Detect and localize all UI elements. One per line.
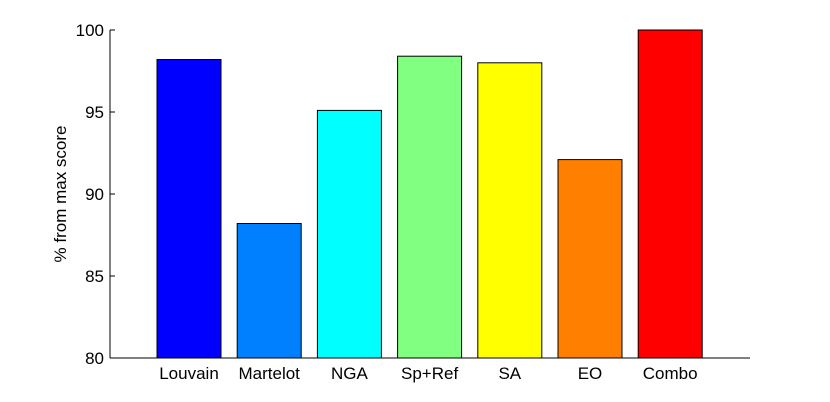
bar-combo	[637, 29, 703, 359]
bar-eo	[557, 159, 623, 359]
x-tick-label: Louvain	[159, 364, 219, 383]
y-axis-title: % from max score	[51, 126, 70, 263]
x-tick-label: EO	[578, 364, 603, 383]
x-tick-label: SA	[498, 364, 521, 383]
y-tick-label: 100	[76, 21, 104, 40]
y-tick-label: 80	[85, 349, 104, 368]
bar-nga	[316, 109, 382, 359]
y-tick-label: 85	[85, 267, 104, 286]
y-tick-label: 95	[85, 103, 104, 122]
bars	[156, 29, 703, 359]
y-tick-label: 90	[85, 185, 104, 204]
x-tick-label: Sp+Ref	[401, 364, 458, 383]
x-tick-label: Combo	[643, 364, 698, 383]
bar-martelot	[236, 223, 302, 359]
bar-louvain	[156, 59, 222, 359]
y-ticks: 80 85 90 95 100	[76, 21, 115, 368]
x-tick-label: NGA	[331, 364, 369, 383]
x-ticks: Louvain Martelot NGA Sp+Ref SA EO Combo	[159, 364, 697, 383]
x-tick-label: Martelot	[238, 364, 300, 383]
bar-sp-ref	[397, 55, 463, 359]
bar-sa	[477, 62, 543, 359]
